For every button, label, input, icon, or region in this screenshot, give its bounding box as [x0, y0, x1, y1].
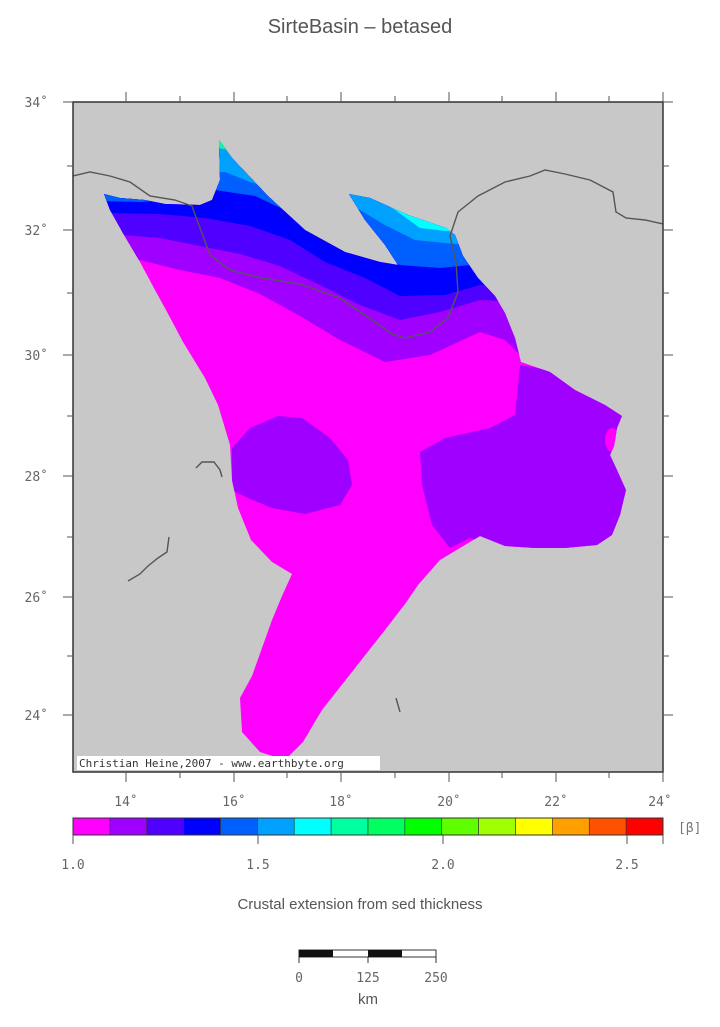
coastline-lines	[73, 169, 663, 713]
colorbar-cell	[404, 817, 443, 836]
colorbar-cell	[625, 817, 664, 836]
colorbar-cell	[588, 817, 627, 836]
lon-label-20: 20˚	[437, 794, 460, 810]
longitude-ticks	[125, 92, 664, 782]
colorbar-tick-1-5: 1.5	[246, 858, 269, 873]
latitude-ticks	[63, 101, 673, 716]
colorbar-cell	[183, 817, 221, 836]
colorbar-cell	[367, 817, 406, 836]
colorbar-cell	[220, 817, 258, 836]
colorbar-frame	[72, 817, 664, 836]
scale-label-125: 125	[356, 971, 379, 986]
colorbar-caption: Crustal extension from sed thickness	[237, 896, 483, 913]
colorbar-cell	[293, 817, 332, 836]
colorbar-cell	[72, 817, 111, 836]
colorbar-cell	[330, 817, 369, 836]
colorbar	[72, 817, 664, 836]
colorbar-tick-1-0: 1.0	[61, 858, 84, 873]
scale-bar	[298, 949, 437, 963]
colorbar-cell	[478, 817, 516, 836]
colorbar-tick-2-5: 2.5	[615, 858, 638, 873]
lon-label-18: 18˚	[329, 794, 352, 810]
lon-label-14: 14˚	[114, 794, 137, 810]
lat-label-26: 26˚	[25, 590, 48, 606]
colorbar-cell	[146, 817, 184, 836]
colorbar-cell	[257, 817, 295, 836]
colorbar-cell	[552, 817, 590, 836]
colorbar-unit-label: [β]	[678, 821, 701, 836]
lat-label-34: 34˚	[25, 95, 48, 111]
colorbar-cell	[515, 817, 553, 836]
colorbar-ticks	[72, 835, 664, 844]
colorbar-cell	[441, 817, 479, 836]
credit-background	[77, 756, 380, 770]
lat-label-32: 32˚	[25, 223, 48, 239]
lat-label-30: 30˚	[25, 348, 48, 364]
scale-unit-label: km	[358, 991, 378, 1008]
lon-label-16: 16˚	[222, 794, 245, 810]
colorbar-cell	[109, 817, 148, 836]
scale-label-0: 0	[295, 971, 303, 986]
lon-label-24: 24˚	[648, 794, 671, 810]
credit-text: Christian Heine,2007 - www.earthbyte.org	[79, 757, 344, 770]
lat-label-24: 24˚	[25, 708, 48, 724]
lon-label-22: 22˚	[544, 794, 567, 810]
colorbar-tick-2-0: 2.0	[431, 858, 454, 873]
map-frame	[72, 101, 664, 773]
map-title: SirteBasin – betased	[267, 16, 453, 38]
lat-label-28: 28˚	[25, 469, 48, 485]
scale-label-250: 250	[424, 971, 447, 986]
